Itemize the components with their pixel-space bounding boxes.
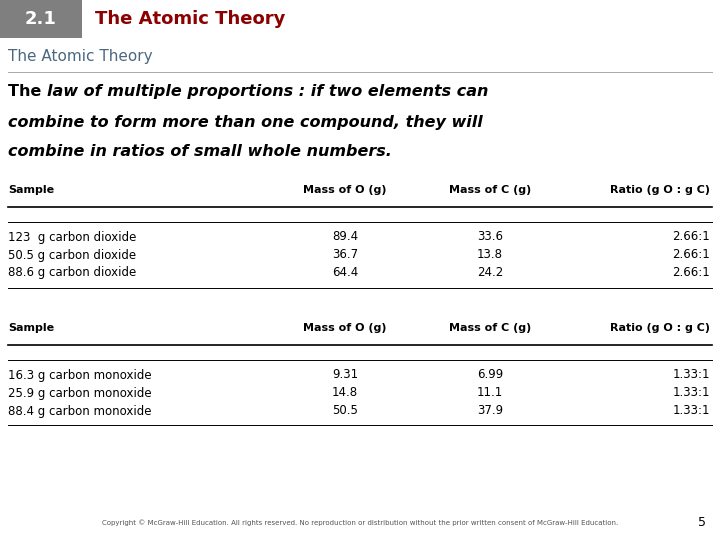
Text: combine in ratios of small whole numbers.: combine in ratios of small whole numbers… <box>8 145 392 159</box>
Text: 37.9: 37.9 <box>477 404 503 417</box>
Text: Sample: Sample <box>8 185 54 195</box>
Text: 88.6 g carbon dioxide: 88.6 g carbon dioxide <box>8 267 136 280</box>
Text: 13.8: 13.8 <box>477 248 503 261</box>
Text: 1.33:1: 1.33:1 <box>672 368 710 381</box>
Text: 89.4: 89.4 <box>332 231 358 244</box>
Text: Mass of C (g): Mass of C (g) <box>449 323 531 333</box>
Text: 5: 5 <box>698 516 706 530</box>
Text: Mass of O (g): Mass of O (g) <box>303 185 387 195</box>
Text: 16.3 g carbon monoxide: 16.3 g carbon monoxide <box>8 368 152 381</box>
Text: 50.5 g carbon dioxide: 50.5 g carbon dioxide <box>8 248 136 261</box>
Text: 64.4: 64.4 <box>332 267 358 280</box>
Text: 1.33:1: 1.33:1 <box>672 387 710 400</box>
Text: 9.31: 9.31 <box>332 368 358 381</box>
Text: 14.8: 14.8 <box>332 387 358 400</box>
Text: Mass of C (g): Mass of C (g) <box>449 185 531 195</box>
Text: Mass of O (g): Mass of O (g) <box>303 323 387 333</box>
Text: 2.66:1: 2.66:1 <box>672 248 710 261</box>
Text: 50.5: 50.5 <box>332 404 358 417</box>
Text: 2.1: 2.1 <box>25 10 57 28</box>
Text: Sample: Sample <box>8 323 54 333</box>
Text: Copyright © McGraw-Hill Education. All rights reserved. No reproduction or distr: Copyright © McGraw-Hill Education. All r… <box>102 519 618 526</box>
Text: The: The <box>8 84 47 99</box>
Text: 33.6: 33.6 <box>477 231 503 244</box>
Text: 25.9 g carbon monoxide: 25.9 g carbon monoxide <box>8 387 152 400</box>
Text: 24.2: 24.2 <box>477 267 503 280</box>
Text: 1.33:1: 1.33:1 <box>672 404 710 417</box>
Text: 123  g carbon dioxide: 123 g carbon dioxide <box>8 231 136 244</box>
Text: 36.7: 36.7 <box>332 248 358 261</box>
Text: Ratio (g O : g C): Ratio (g O : g C) <box>610 323 710 333</box>
Text: 6.99: 6.99 <box>477 368 503 381</box>
Text: 88.4 g carbon monoxide: 88.4 g carbon monoxide <box>8 404 151 417</box>
Text: 2.66:1: 2.66:1 <box>672 231 710 244</box>
Text: law of multiple proportions : if two elements can: law of multiple proportions : if two ele… <box>47 84 488 99</box>
Text: The Atomic Theory: The Atomic Theory <box>95 10 285 28</box>
FancyBboxPatch shape <box>0 0 82 38</box>
Text: 2.66:1: 2.66:1 <box>672 267 710 280</box>
Text: The Atomic Theory: The Atomic Theory <box>8 49 153 64</box>
Text: Ratio (g O : g C): Ratio (g O : g C) <box>610 185 710 195</box>
Text: 11.1: 11.1 <box>477 387 503 400</box>
Text: combine to form more than one compound, they will: combine to form more than one compound, … <box>8 114 482 130</box>
